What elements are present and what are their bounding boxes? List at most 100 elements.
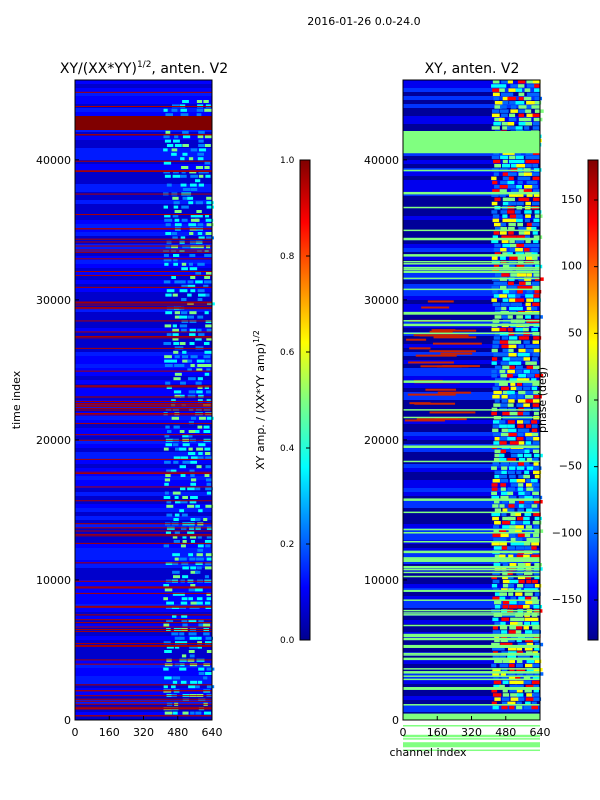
heat-cell [493, 458, 500, 462]
heat-row [403, 196, 540, 200]
heat-cell [494, 315, 502, 319]
heat-cell [494, 101, 504, 105]
heat-cell [195, 218, 200, 222]
heat-cell [518, 441, 525, 445]
heat-row [403, 488, 540, 492]
heat-cell [491, 256, 498, 260]
heat-cell [174, 223, 182, 227]
heat-row [75, 572, 212, 576]
heat-cell [164, 676, 172, 680]
heat-cell [407, 393, 456, 396]
heat-cell [164, 482, 169, 486]
heat-cell [502, 348, 509, 353]
heat-cell [198, 672, 205, 675]
heat-cell [492, 617, 499, 622]
heat-cell [518, 117, 527, 122]
heat-cell [174, 280, 183, 284]
heat-cell [507, 546, 515, 550]
heat-cell [531, 542, 539, 546]
heat-cell [196, 390, 203, 394]
heat-cell [179, 557, 187, 561]
heat-cell [197, 223, 204, 227]
heat-cell [510, 273, 520, 277]
flag-line [403, 206, 540, 209]
heat-cell [533, 189, 540, 193]
heat-row [75, 536, 212, 540]
heat-cell [501, 113, 508, 118]
heat-cell [508, 584, 514, 588]
flag-line [75, 105, 212, 107]
flag-line [75, 331, 212, 333]
heat-cell [518, 281, 527, 286]
heat-cell [190, 456, 198, 460]
heat-row [75, 180, 212, 184]
heat-row [403, 604, 540, 608]
heat-cell [517, 285, 525, 290]
heat-cell [509, 684, 517, 689]
flag-line [75, 645, 212, 647]
heat-cell [526, 537, 536, 542]
heat-cell [502, 390, 511, 395]
heat-cell [501, 235, 511, 239]
heat-row [75, 348, 212, 352]
heat-cell [187, 531, 195, 535]
xtick-label: 320 [461, 726, 482, 739]
heat-row [403, 468, 540, 472]
flag-line [75, 644, 212, 646]
heat-cell [499, 542, 507, 546]
heat-cell [517, 306, 523, 311]
heat-cell [509, 479, 518, 483]
heat-cell [531, 281, 540, 286]
heat-cell [534, 529, 544, 533]
heat-cell [515, 546, 525, 550]
heat-cell [171, 399, 176, 403]
xtick-label: 480 [167, 726, 188, 739]
heat-cell [524, 584, 534, 588]
heat-cell [507, 508, 515, 512]
heat-row [75, 480, 212, 484]
heat-cell [502, 214, 508, 218]
heat-cell [197, 535, 202, 539]
heat-cell [491, 495, 500, 500]
heat-cell [492, 235, 498, 239]
heat-row [403, 596, 540, 600]
heat-cell [180, 381, 186, 385]
heat-cell [174, 372, 182, 376]
heat-cell [507, 655, 517, 659]
heat-cell [534, 647, 541, 651]
heat-row [403, 520, 540, 524]
flag-line [403, 652, 540, 655]
heat-row [403, 216, 540, 220]
heat-cell [204, 447, 211, 451]
heat-cell [206, 535, 213, 539]
heat-cell [204, 575, 209, 579]
flag-line [403, 288, 540, 291]
heat-cell [203, 663, 210, 667]
heat-cell [516, 164, 526, 168]
heat-cell [190, 566, 197, 570]
heat-cell [174, 210, 182, 213]
heat-cell [533, 684, 539, 689]
heat-cell [510, 453, 519, 458]
heat-row [403, 436, 540, 440]
heat-cell [180, 500, 188, 504]
heat-cell [524, 495, 533, 500]
heat-cell [526, 479, 532, 483]
heat-cell [204, 108, 212, 112]
heat-cell [493, 441, 500, 445]
heat-cell [507, 575, 514, 580]
heat-row [75, 272, 212, 276]
heat-cell [189, 654, 195, 658]
heat-cell [509, 659, 516, 664]
heat-row [75, 616, 212, 620]
heat-cell [493, 525, 500, 529]
heat-cell [509, 256, 519, 260]
heat-row [75, 112, 212, 116]
heat-cell [491, 663, 497, 668]
flag-line [403, 260, 540, 263]
heat-cell [172, 614, 177, 618]
heat-cell [524, 231, 531, 235]
heat-cell [196, 108, 204, 112]
heat-cell [195, 337, 202, 341]
xtick-label: 640 [530, 726, 551, 739]
